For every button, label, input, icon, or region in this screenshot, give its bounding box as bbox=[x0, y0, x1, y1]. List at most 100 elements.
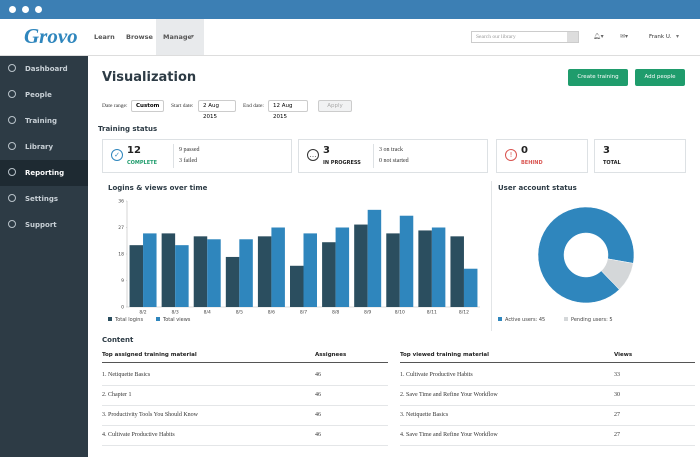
status-detail: 9 passed bbox=[179, 147, 200, 153]
table-cell: 46 bbox=[315, 432, 321, 438]
bar bbox=[463, 268, 478, 307]
bar bbox=[322, 242, 336, 307]
button-label: Apply bbox=[327, 103, 343, 109]
bell-icon[interactable]: 🔔︎▾ bbox=[593, 33, 604, 40]
range-select[interactable]: Custom bbox=[131, 100, 164, 112]
legend-swatch bbox=[498, 317, 502, 321]
x-tick-label: 8/3 bbox=[172, 310, 179, 316]
legend-swatch bbox=[564, 317, 568, 321]
table-rule bbox=[102, 362, 388, 363]
x-tick-label: 8/8 bbox=[332, 310, 339, 316]
bar bbox=[271, 227, 285, 307]
bar bbox=[335, 227, 350, 307]
bar bbox=[143, 233, 157, 307]
x-tick-label: 8/10 bbox=[395, 310, 405, 316]
sidebar-item[interactable]: Support bbox=[0, 212, 88, 238]
row-rule bbox=[102, 445, 388, 446]
sidebar-item[interactable]: Training bbox=[0, 108, 88, 134]
legend-swatch bbox=[156, 317, 160, 321]
x-tick-label: 8/9 bbox=[364, 310, 371, 316]
card-divider bbox=[173, 144, 174, 168]
sidebar-icon bbox=[8, 64, 16, 72]
window-dot[interactable] bbox=[35, 6, 42, 13]
nav-link[interactable]: Learn bbox=[94, 33, 115, 41]
table-cell: 1. Cultivate Productive Habits bbox=[400, 372, 473, 378]
row-rule bbox=[102, 385, 388, 386]
status-count: 3 bbox=[603, 145, 610, 156]
table-cell: 46 bbox=[315, 412, 321, 418]
divider bbox=[491, 181, 492, 331]
filter-label: Start date: bbox=[171, 103, 194, 109]
legend-label: Total views bbox=[162, 317, 191, 323]
filter-label: End date: bbox=[243, 103, 264, 109]
user-name[interactable]: Frank U. bbox=[649, 34, 672, 40]
sidebar-item[interactable]: Dashboard bbox=[0, 56, 88, 82]
table-header: Top viewed training material bbox=[400, 352, 490, 358]
status-card: ! 0 BEHIND bbox=[496, 139, 588, 173]
status-detail: 3 on track bbox=[379, 147, 403, 153]
select-value: 2 Aug 2015 bbox=[203, 103, 219, 120]
mail-icon[interactable]: ✉︎▾ bbox=[620, 33, 629, 40]
x-tick-label: 8/12 bbox=[459, 310, 469, 316]
legend-label: Active users: 45 bbox=[505, 317, 545, 323]
sidebar-icon bbox=[8, 90, 16, 98]
sidebar-label: Library bbox=[25, 143, 54, 151]
table-cell: 1. Netiquette Basics bbox=[102, 372, 151, 378]
sidebar-icon bbox=[8, 220, 16, 228]
apply-button[interactable]: Apply bbox=[318, 100, 352, 112]
x-tick-label: 8/6 bbox=[268, 310, 275, 316]
bar bbox=[431, 227, 446, 307]
y-tick-label: 9 bbox=[121, 278, 124, 284]
bar bbox=[175, 245, 189, 307]
row-rule bbox=[400, 405, 695, 406]
table-cell: 30 bbox=[614, 392, 620, 398]
status-label: IN PROGRESS bbox=[323, 160, 361, 166]
status-count: 12 bbox=[127, 145, 141, 156]
x-tick-label: 8/11 bbox=[427, 310, 437, 316]
table-cell: 3. Netiquette Basics bbox=[400, 412, 449, 418]
sidebar-item[interactable]: Reporting bbox=[0, 160, 88, 186]
nav-link[interactable]: Manage bbox=[163, 33, 192, 41]
nav-link[interactable]: Browse bbox=[126, 33, 153, 41]
sidebar-item[interactable]: Library bbox=[0, 134, 88, 160]
sidebar-item[interactable]: People bbox=[0, 82, 88, 108]
logo[interactable]: Grovo bbox=[24, 24, 78, 48]
table-cell: 4. Cultivate Productive Habits bbox=[102, 432, 175, 438]
sidebar-item[interactable]: Settings bbox=[0, 186, 88, 212]
bar bbox=[450, 236, 464, 307]
y-tick-label: 36 bbox=[118, 199, 124, 205]
table-rule bbox=[400, 362, 695, 363]
bar bbox=[129, 245, 144, 307]
status-label: TOTAL bbox=[603, 160, 621, 166]
add-button[interactable]: Add people bbox=[635, 69, 685, 86]
search-button[interactable] bbox=[567, 32, 578, 42]
x-tick-label: 8/2 bbox=[139, 310, 146, 316]
bar bbox=[290, 265, 304, 307]
section-title: Training status bbox=[98, 125, 158, 133]
sidebar-icon bbox=[8, 116, 16, 124]
title-bar bbox=[0, 0, 700, 19]
end-date[interactable]: 12 Aug 2015 bbox=[268, 100, 308, 120]
chart-title: Logins & views over time bbox=[108, 184, 208, 192]
bar bbox=[239, 239, 253, 307]
search-box[interactable]: Search our library bbox=[471, 31, 579, 43]
table-cell: 27 bbox=[614, 432, 620, 438]
legend-label: Pending users: 5 bbox=[571, 317, 613, 323]
row-rule bbox=[400, 445, 695, 446]
bar bbox=[193, 236, 208, 307]
legend-swatch bbox=[108, 317, 112, 321]
bar bbox=[207, 239, 221, 307]
donut-segment bbox=[600, 258, 634, 290]
create-button[interactable]: Create training bbox=[568, 69, 628, 86]
nav-active bbox=[156, 19, 204, 55]
start-date[interactable]: 2 Aug 2015 bbox=[198, 100, 236, 120]
window-dot[interactable] bbox=[9, 6, 16, 13]
page-title: Visualization bbox=[102, 70, 197, 85]
status-label: COMPLETE bbox=[127, 160, 157, 166]
table-cell: 3. Productivity Tools You Should Know bbox=[102, 412, 198, 418]
status-detail: 3 failed bbox=[179, 158, 198, 164]
row-rule bbox=[102, 425, 388, 426]
row-rule bbox=[400, 425, 695, 426]
window-dot[interactable] bbox=[22, 6, 29, 13]
